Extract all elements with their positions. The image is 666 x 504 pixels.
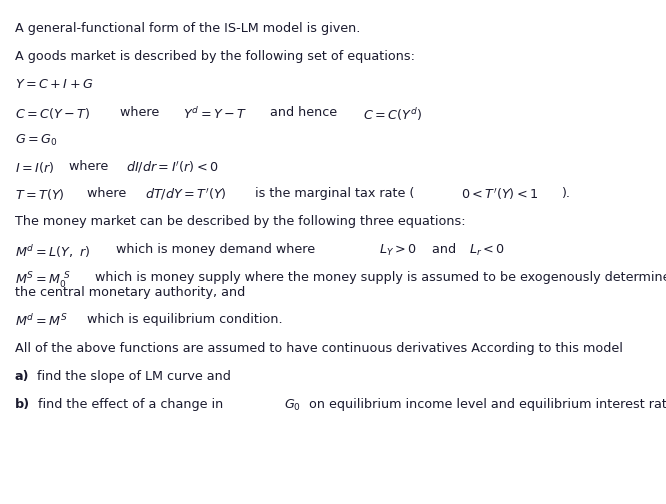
Text: which is money demand where: which is money demand where <box>112 243 319 256</box>
Text: $M^d = L(Y,\ r)$: $M^d = L(Y,\ r)$ <box>15 243 90 260</box>
Text: $Y^d = Y - T$: $Y^d = Y - T$ <box>183 106 248 122</box>
Text: where: where <box>112 106 167 119</box>
Text: $0 < T'(Y) < 1$: $0 < T'(Y) < 1$ <box>462 187 539 203</box>
Text: the central monetary authority, and: the central monetary authority, and <box>15 286 245 299</box>
Text: All of the above functions are assumed to have continuous derivatives According : All of the above functions are assumed t… <box>15 342 623 355</box>
Text: $C = C(Y - T)$: $C = C(Y - T)$ <box>15 106 90 121</box>
Text: $G_0$: $G_0$ <box>284 398 300 413</box>
Text: ).: ). <box>561 187 571 200</box>
Text: is the marginal tax rate (: is the marginal tax rate ( <box>250 187 414 200</box>
Text: $M^S = M_0^{\ S}$: $M^S = M_0^{\ S}$ <box>15 271 71 291</box>
Text: $G = G_0$: $G = G_0$ <box>15 133 57 148</box>
Text: $C = C(Y^d)$: $C = C(Y^d)$ <box>364 106 422 123</box>
Text: which is equilibrium condition.: which is equilibrium condition. <box>83 313 282 327</box>
Text: A goods market is described by the following set of equations:: A goods market is described by the follo… <box>15 50 415 64</box>
Text: $L_r < 0$: $L_r < 0$ <box>469 243 505 258</box>
Text: $M^d = M^S$: $M^d = M^S$ <box>15 313 67 330</box>
Text: $I = I(r)$: $I = I(r)$ <box>15 160 54 175</box>
Text: b): b) <box>15 398 30 411</box>
Text: find the effect of a change in: find the effect of a change in <box>34 398 227 411</box>
Text: where: where <box>79 187 130 200</box>
Text: and: and <box>428 243 460 256</box>
Text: $L_Y > 0$: $L_Y > 0$ <box>379 243 417 258</box>
Text: find the slope of LM curve and: find the slope of LM curve and <box>33 370 231 383</box>
Text: The money market can be described by the following three equations:: The money market can be described by the… <box>15 215 466 228</box>
Text: $dI/dr = I'(r) < 0$: $dI/dr = I'(r) < 0$ <box>127 160 219 175</box>
Text: $dT/dY = T'(Y)$: $dT/dY = T'(Y)$ <box>145 187 227 203</box>
Text: which is money supply where the money supply is assumed to be exogenously determ: which is money supply where the money su… <box>87 271 666 284</box>
Text: A general-functional form of the IS-LM model is given.: A general-functional form of the IS-LM m… <box>15 22 360 35</box>
Text: where: where <box>65 160 113 173</box>
Text: $T = T(Y)$: $T = T(Y)$ <box>15 187 65 202</box>
Text: a): a) <box>15 370 29 383</box>
Text: on equilibrium income level and equilibrium interest rate.: on equilibrium income level and equilibr… <box>306 398 666 411</box>
Text: and hence: and hence <box>266 106 342 119</box>
Text: $Y = C + I + G$: $Y = C + I + G$ <box>15 78 93 91</box>
